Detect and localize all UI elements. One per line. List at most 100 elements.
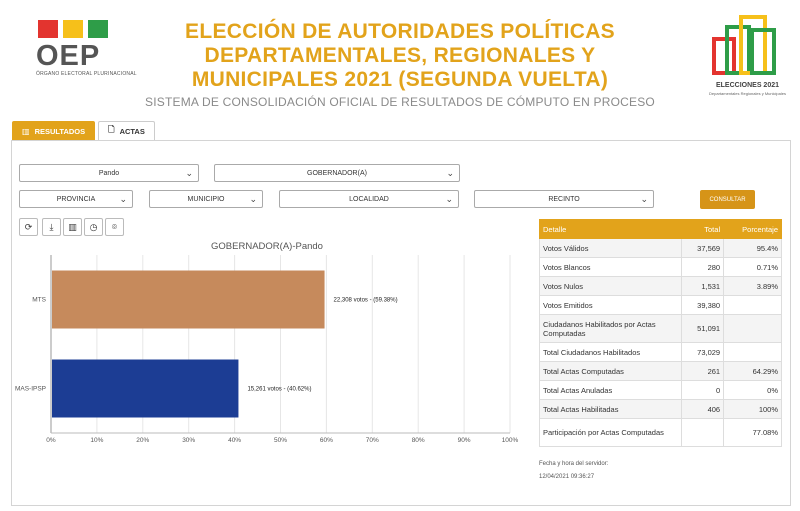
cell-total: 39,380 — [681, 295, 725, 315]
chevron-down-icon: ⌄ — [640, 194, 648, 204]
oep-logo: OEP ÓRGANO ELECTORAL PLURINACIONAL — [30, 20, 137, 90]
history-button[interactable]: ◷ — [84, 218, 103, 236]
x-tick-label: 80% — [412, 437, 425, 444]
cell-detail: Votos Blancos — [538, 257, 683, 277]
table-row: Votos Nulos 1,531 3.89% — [538, 276, 782, 296]
cell-percentage: 0% — [723, 380, 782, 400]
column-header-porcentaje: Porcentaje — [723, 219, 782, 239]
cell-percentage: 3.89% — [723, 276, 782, 296]
cell-percentage: 77.08% — [723, 418, 782, 447]
download-button[interactable]: ⤓ — [42, 218, 61, 236]
x-tick-label: 60% — [320, 437, 333, 444]
election-type-select[interactable]: GOBERNADOR(A) ⌄ — [214, 164, 460, 182]
cell-percentage — [723, 295, 782, 315]
tab-resultados[interactable]: ▥ RESULTADOS — [12, 121, 96, 140]
logo-green-square — [88, 20, 108, 38]
title-line: MUNICIPALES 2021 (SEGUNDA VUELTA) — [191, 68, 609, 91]
table-row: Total Ciudadanos Habilitados 73,029 — [538, 342, 782, 362]
x-tick-label: 10% — [90, 437, 103, 444]
clock-icon: ◷ — [89, 221, 98, 232]
x-tick-label: 0% — [46, 437, 56, 444]
results-panel: Pando ⌄ GOBERNADOR(A) ⌄ PROVINCIA ⌄ MUNI… — [11, 140, 791, 506]
logo-red-square — [38, 20, 58, 38]
table-row: Total Actas Anuladas 0 0% — [538, 380, 782, 400]
table-row: Total Actas Computadas 261 64.29% — [538, 361, 782, 381]
recinto-select[interactable]: RECINTO ⌄ — [474, 190, 654, 208]
chevron-down-icon: ⌄ — [119, 194, 127, 204]
cell-percentage: 64.29% — [723, 361, 782, 381]
screenshot-button[interactable]: ⌾ — [105, 218, 124, 236]
download-icon: ⤓ — [49, 221, 54, 232]
title-line: ELECCIÓN DE AUTORIDADES POLÍTICAS — [185, 20, 615, 43]
cell-detail: Votos Emitidos — [538, 295, 683, 315]
cell-percentage — [723, 314, 782, 343]
localidad-value: LOCALIDAD — [349, 195, 389, 203]
cell-detail: Votos Nulos — [538, 276, 683, 296]
chart-title: GOBERNADOR(A)-Pando — [211, 241, 323, 252]
elecciones-logo: ELECCIONES 2021 Departamentales Regional… — [705, 12, 790, 102]
x-tick-label: 100% — [502, 437, 519, 444]
cell-detail: Total Actas Habilitadas — [538, 399, 683, 419]
cell-total — [681, 418, 725, 447]
header: OEP ÓRGANO ELECTORAL PLURINACIONAL ELECC… — [0, 0, 800, 118]
consultar-button[interactable]: CONSULTAR — [700, 190, 755, 209]
page-title: ELECCIÓN DE AUTORIDADES POLÍTICAS DEPART… — [150, 20, 650, 92]
department-value: Pando — [98, 169, 120, 177]
municipio-select[interactable]: MUNICIPIO ⌄ — [149, 190, 263, 208]
server-time-value: 12/04/2021 09:36:27 — [539, 474, 595, 480]
localidad-select[interactable]: LOCALIDAD ⌄ — [279, 190, 459, 208]
chart-view-button[interactable]: ▥ — [63, 218, 82, 236]
oep-logo-text: OEP — [36, 40, 101, 72]
cell-detail: Participación por Actas Computadas — [538, 418, 683, 447]
cell-detail: Total Actas Computadas — [538, 361, 683, 381]
title-line: DEPARTAMENTALES, REGIONALES Y — [204, 44, 596, 67]
cell-detail: Votos Válidos — [538, 238, 683, 258]
x-tick-label: 70% — [366, 437, 379, 444]
cell-total: 406 — [681, 399, 725, 419]
server-time-label: Fecha y hora del servidor: — [539, 461, 609, 467]
x-tick-label: 90% — [458, 437, 471, 444]
category-label: MTS — [32, 297, 46, 304]
cell-total: 73,029 — [681, 342, 725, 362]
x-tick-label: 30% — [182, 437, 195, 444]
tab-label: RESULTADOS — [34, 126, 86, 136]
elecciones-label: ELECCIONES 2021 — [715, 82, 780, 89]
cell-total: 280 — [681, 257, 725, 277]
bar-chart-icon: ▥ — [68, 221, 77, 232]
refresh-icon: ⟳ — [24, 221, 33, 232]
refresh-button[interactable]: ⟳ — [19, 218, 38, 236]
column-header-detalle: Detalle — [538, 219, 683, 239]
oep-color-squares — [38, 20, 130, 38]
column-header-total: Total — [681, 219, 725, 239]
x-tick-label: 50% — [274, 437, 287, 444]
chevron-down-icon: ⌄ — [445, 194, 453, 204]
department-select[interactable]: Pando ⌄ — [19, 164, 199, 182]
page-subtitle: SISTEMA DE CONSOLIDACIÓN OFICIAL DE RESU… — [145, 95, 655, 109]
cell-total: 1,531 — [681, 276, 725, 296]
bar-mts — [52, 270, 325, 329]
cell-total: 0 — [681, 380, 725, 400]
tab-label: ACTAS — [119, 126, 145, 136]
chevron-down-icon: ⌄ — [249, 194, 257, 204]
cell-detail: Total Ciudadanos Habilitados — [538, 342, 683, 362]
x-tick-label: 40% — [228, 437, 241, 444]
cell-detail: Total Actas Anuladas — [538, 380, 683, 400]
cell-total: 51,091 — [681, 314, 725, 343]
bar-chart: 0% 10% 20% 30% 40% 50% 60% 70% 80% 90% 100% MTS 22,3… — [15, 255, 519, 444]
recinto-value: RECINTO — [548, 195, 580, 203]
oep-logo-subtitle: ÓRGANO ELECTORAL PLURINACIONAL — [36, 71, 137, 77]
tab-actas[interactable]: 🗋 ACTAS — [98, 121, 155, 140]
cell-total: 37,569 — [681, 238, 725, 258]
provincia-select[interactable]: PROVINCIA ⌄ — [19, 190, 133, 208]
elecciones-sub: Departamentales Regionales y Municipales — [709, 91, 786, 96]
table-row: Votos Blancos 280 0.71% — [538, 257, 782, 277]
provincia-value: PROVINCIA — [56, 195, 96, 203]
cell-percentage: 100% — [723, 399, 782, 419]
chevron-down-icon: ⌄ — [185, 168, 193, 178]
data-label: 22,308 votos - (59.38%) — [334, 298, 398, 304]
results-table: Detalle Total Porcentaje Votos Válidos 37… — [538, 219, 782, 447]
table-header-row: Detalle Total Porcentaje — [538, 219, 782, 239]
category-label: MAS-IPSP — [15, 386, 46, 393]
election-type-value: GOBERNADOR(A) — [307, 169, 367, 177]
bar-mas-ipsp — [52, 359, 239, 418]
